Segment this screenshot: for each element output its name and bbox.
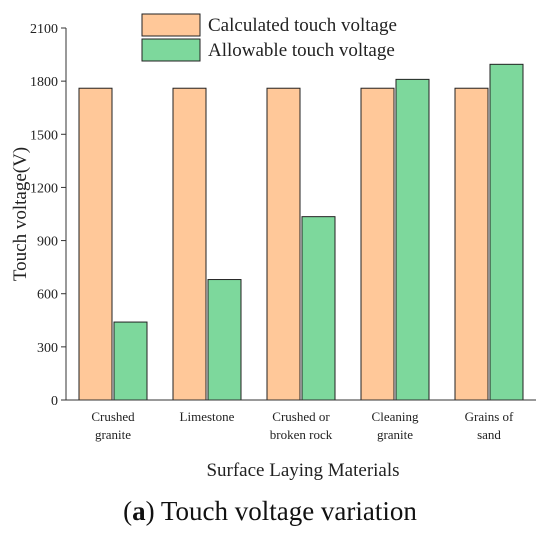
x-category-label-line: broken rock [270, 427, 333, 442]
bar-allowable-2 [301, 216, 336, 401]
x-category-label: Crushed granite [91, 409, 135, 442]
figure-caption: (a) Touch voltage variation [123, 496, 417, 526]
x-category-label-line: Crushed [91, 409, 135, 424]
y-axis-title: Touch voltage(V) [10, 147, 31, 281]
y-tick-label: 0 [51, 394, 58, 409]
x-category-label-line: Grains of [465, 409, 514, 424]
bar-allowable-0 [113, 321, 148, 401]
x-category-label: Cleaning granite [372, 409, 419, 442]
bar-calculated-1 [172, 87, 207, 401]
y-tick-label: 1800 [30, 75, 58, 90]
x-category-label-line: Crushed or [272, 409, 330, 424]
x-category-label-line: granite [95, 427, 131, 442]
legend-swatch-calculated [141, 13, 201, 37]
bar-allowable-4 [489, 63, 524, 401]
legend: Calculated touch voltage Allowable touch … [141, 13, 397, 62]
legend-label-allowable: Allowable touch voltage [208, 40, 395, 61]
bar-calculated-3 [360, 87, 395, 401]
legend-swatch-allowable [141, 38, 201, 62]
x-axis-title: Surface Laying Materials [206, 460, 399, 481]
y-tick-label: 2100 [30, 22, 58, 37]
y-tick-label: 600 [37, 288, 58, 303]
legend-label-calculated: Calculated touch voltage [208, 15, 397, 36]
x-category-label-line: sand [477, 427, 501, 442]
caption-letter: a [132, 496, 146, 526]
y-tick-label: 1500 [30, 128, 58, 143]
x-category-label: Crushed or broken rock [270, 409, 333, 442]
x-category-label-line: Cleaning [372, 409, 419, 424]
bar-calculated-0 [78, 87, 113, 401]
caption-suffix: ) Touch voltage variation [146, 496, 418, 526]
caption-prefix: ( [123, 496, 132, 526]
x-category-label: Limestone [180, 409, 235, 424]
x-category-label-line: Limestone [180, 409, 235, 424]
y-ticks: 0 300 600 900 1200 1500 1800 2100 [30, 22, 66, 409]
y-tick-label: 300 [37, 341, 58, 356]
bar-calculated-4 [454, 87, 489, 401]
bar-allowable-3 [395, 78, 430, 401]
x-category-labels: Crushed granite Limestone Crushed or broken … [91, 409, 514, 442]
y-tick-label: 1200 [30, 181, 58, 196]
bars-layer [78, 63, 524, 401]
bar-allowable-1 [207, 279, 242, 401]
y-tick-label: 900 [37, 235, 58, 250]
bar-calculated-2 [266, 87, 301, 401]
x-category-label-line: granite [377, 427, 413, 442]
x-category-label: Grains of sand [465, 409, 514, 442]
